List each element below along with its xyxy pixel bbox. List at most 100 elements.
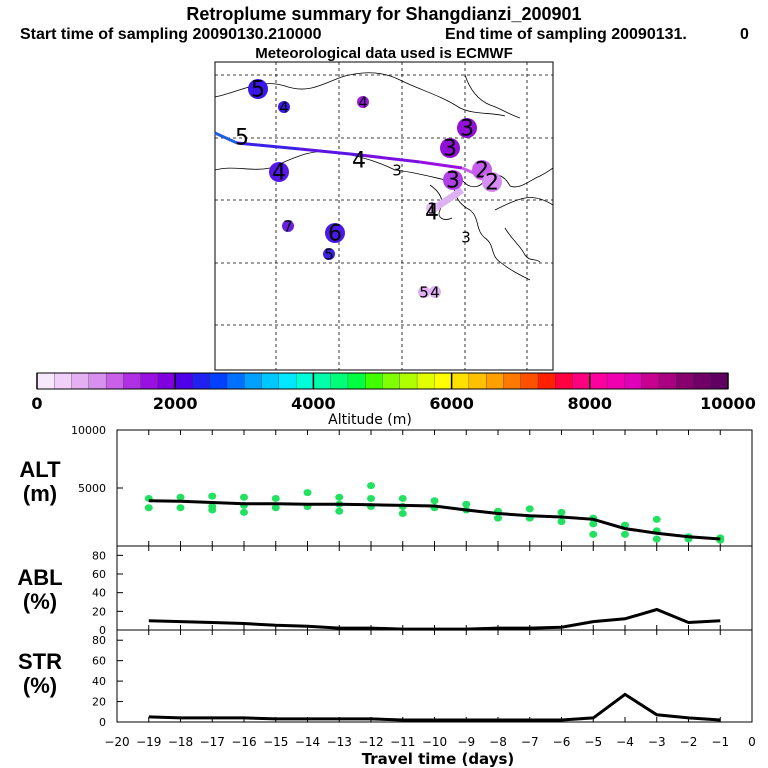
colorbar-cell (537, 372, 556, 390)
abl-unit: (%) (22, 589, 58, 614)
x-tick-label: −1 (711, 735, 729, 749)
colorbar-cell (295, 372, 314, 390)
alt-scatter-point (240, 508, 248, 516)
colorbar-label: Altitude (m) (328, 412, 412, 428)
alt-scatter-point (271, 494, 280, 502)
colorbar-cell (347, 372, 366, 390)
colorbar-cell (278, 372, 297, 390)
marker-dot (323, 248, 335, 260)
colorbar-cell (451, 372, 470, 390)
colorbar-cell (503, 372, 522, 390)
alt-scatter-point (589, 520, 598, 528)
colorbar-cell (693, 372, 712, 390)
marker-label: 5 (419, 283, 429, 301)
abl-label: ABL (%) (0, 566, 80, 614)
alt-scatter-point (557, 518, 566, 526)
marker-label: 7 (283, 217, 293, 235)
colorbar-cell (624, 372, 643, 390)
x-tick-label: −13 (327, 735, 352, 749)
alt-scatter-point (240, 493, 248, 501)
colorbar-cell (589, 372, 608, 390)
marker-label: 5 (251, 78, 265, 103)
alt-scatter-point (335, 507, 344, 515)
y-tick-label: 5000 (78, 482, 106, 495)
marker-dot (482, 172, 502, 192)
str-label: STR (%) (0, 650, 80, 698)
colorbar-tick-label: 2000 (153, 394, 198, 413)
colorbar-cell (658, 372, 677, 390)
colorbar-cell (209, 372, 228, 390)
marker-dot (418, 286, 430, 298)
colorbar-tick-label: 6000 (429, 394, 474, 413)
alt-scatter-point (398, 510, 407, 518)
alt-scatter-point (176, 504, 185, 512)
colorbar-cell (676, 372, 694, 390)
colorbar-cell (416, 372, 435, 390)
trajectory-segment (236, 141, 301, 151)
alt-panel: 5000 10000 (71, 424, 753, 547)
x-tick-label: −3 (648, 735, 666, 749)
colorbar-cell (434, 372, 453, 390)
colorbar-cell (54, 372, 73, 390)
x-tick-label: −10 (422, 735, 447, 749)
altitude-colorbar: 0 2000 4000 6000 8000 10000 Altitude (m) (31, 372, 756, 428)
x-tick-label: −2 (680, 735, 698, 749)
marker-dot (457, 118, 477, 138)
colorbar-cell (710, 372, 729, 390)
trajectory-segment (419, 160, 463, 170)
x-tick-label: −6 (553, 735, 571, 749)
str-series-line (148, 692, 721, 722)
y-tick-label: 40 (92, 587, 106, 600)
x-tick-label: −16 (231, 735, 256, 749)
alt-scatter-point (621, 530, 629, 538)
alt-scatter-point (525, 505, 534, 513)
alt-scatter-point (271, 504, 280, 512)
marker-label: 4 (430, 283, 440, 301)
alt-series-line (148, 499, 721, 541)
alt-scatter-point (303, 489, 312, 497)
alt-scatter-point (652, 515, 661, 523)
marker-dot (269, 162, 289, 182)
marker-dot (278, 101, 290, 113)
end-time: End time of sampling 20090131. (445, 26, 687, 43)
x-tick-label: −19 (136, 735, 161, 749)
alt-scatter-point (494, 514, 502, 522)
colorbar-cell (313, 372, 332, 390)
colorbar-cell (175, 372, 193, 390)
colorbar-cell (606, 372, 625, 390)
x-tick-label: 0 (748, 735, 756, 749)
alt-scatter-point (398, 494, 407, 502)
colorbar-cell (399, 372, 418, 390)
y-tick-label: 20 (92, 696, 106, 709)
y-tick-label: 80 (92, 634, 106, 647)
colorbar-cell (105, 372, 124, 390)
x-tick-label: −15 (263, 735, 288, 749)
str-panel: 0 20 40 60 80 (92, 629, 753, 729)
colorbar-cell (520, 372, 539, 390)
x-tick-label: −9 (457, 735, 475, 749)
marker-label: 5 (235, 126, 249, 151)
alt-label: ALT (m) (0, 458, 80, 506)
marker-dot (282, 220, 294, 232)
y-tick-label: 60 (92, 568, 106, 581)
marker-label: 4 (358, 93, 368, 111)
y-tick-label: 0 (99, 716, 106, 729)
colorbar-cells (36, 372, 729, 390)
colorbar-cell (485, 372, 504, 390)
panel-frame (116, 629, 753, 723)
trajectory-segment (299, 147, 361, 157)
x-tick-label: −11 (390, 735, 415, 749)
alt-scatter-point (176, 493, 185, 501)
abl-title: ABL (17, 565, 63, 590)
x-tick-label: −7 (521, 735, 539, 749)
colorbar-cell (330, 372, 349, 390)
x-axis: −20 −19 −18 −17 −16 −15 −14 −13 −12 −11 −10 −9 −8 −7−… (104, 735, 755, 749)
marker-label: 3 (446, 169, 460, 194)
colorbar-cell (157, 372, 176, 390)
alt-scatter-point (208, 506, 217, 514)
str-title: STR (18, 649, 62, 674)
x-axis-label: Travel time (days) (362, 750, 515, 768)
